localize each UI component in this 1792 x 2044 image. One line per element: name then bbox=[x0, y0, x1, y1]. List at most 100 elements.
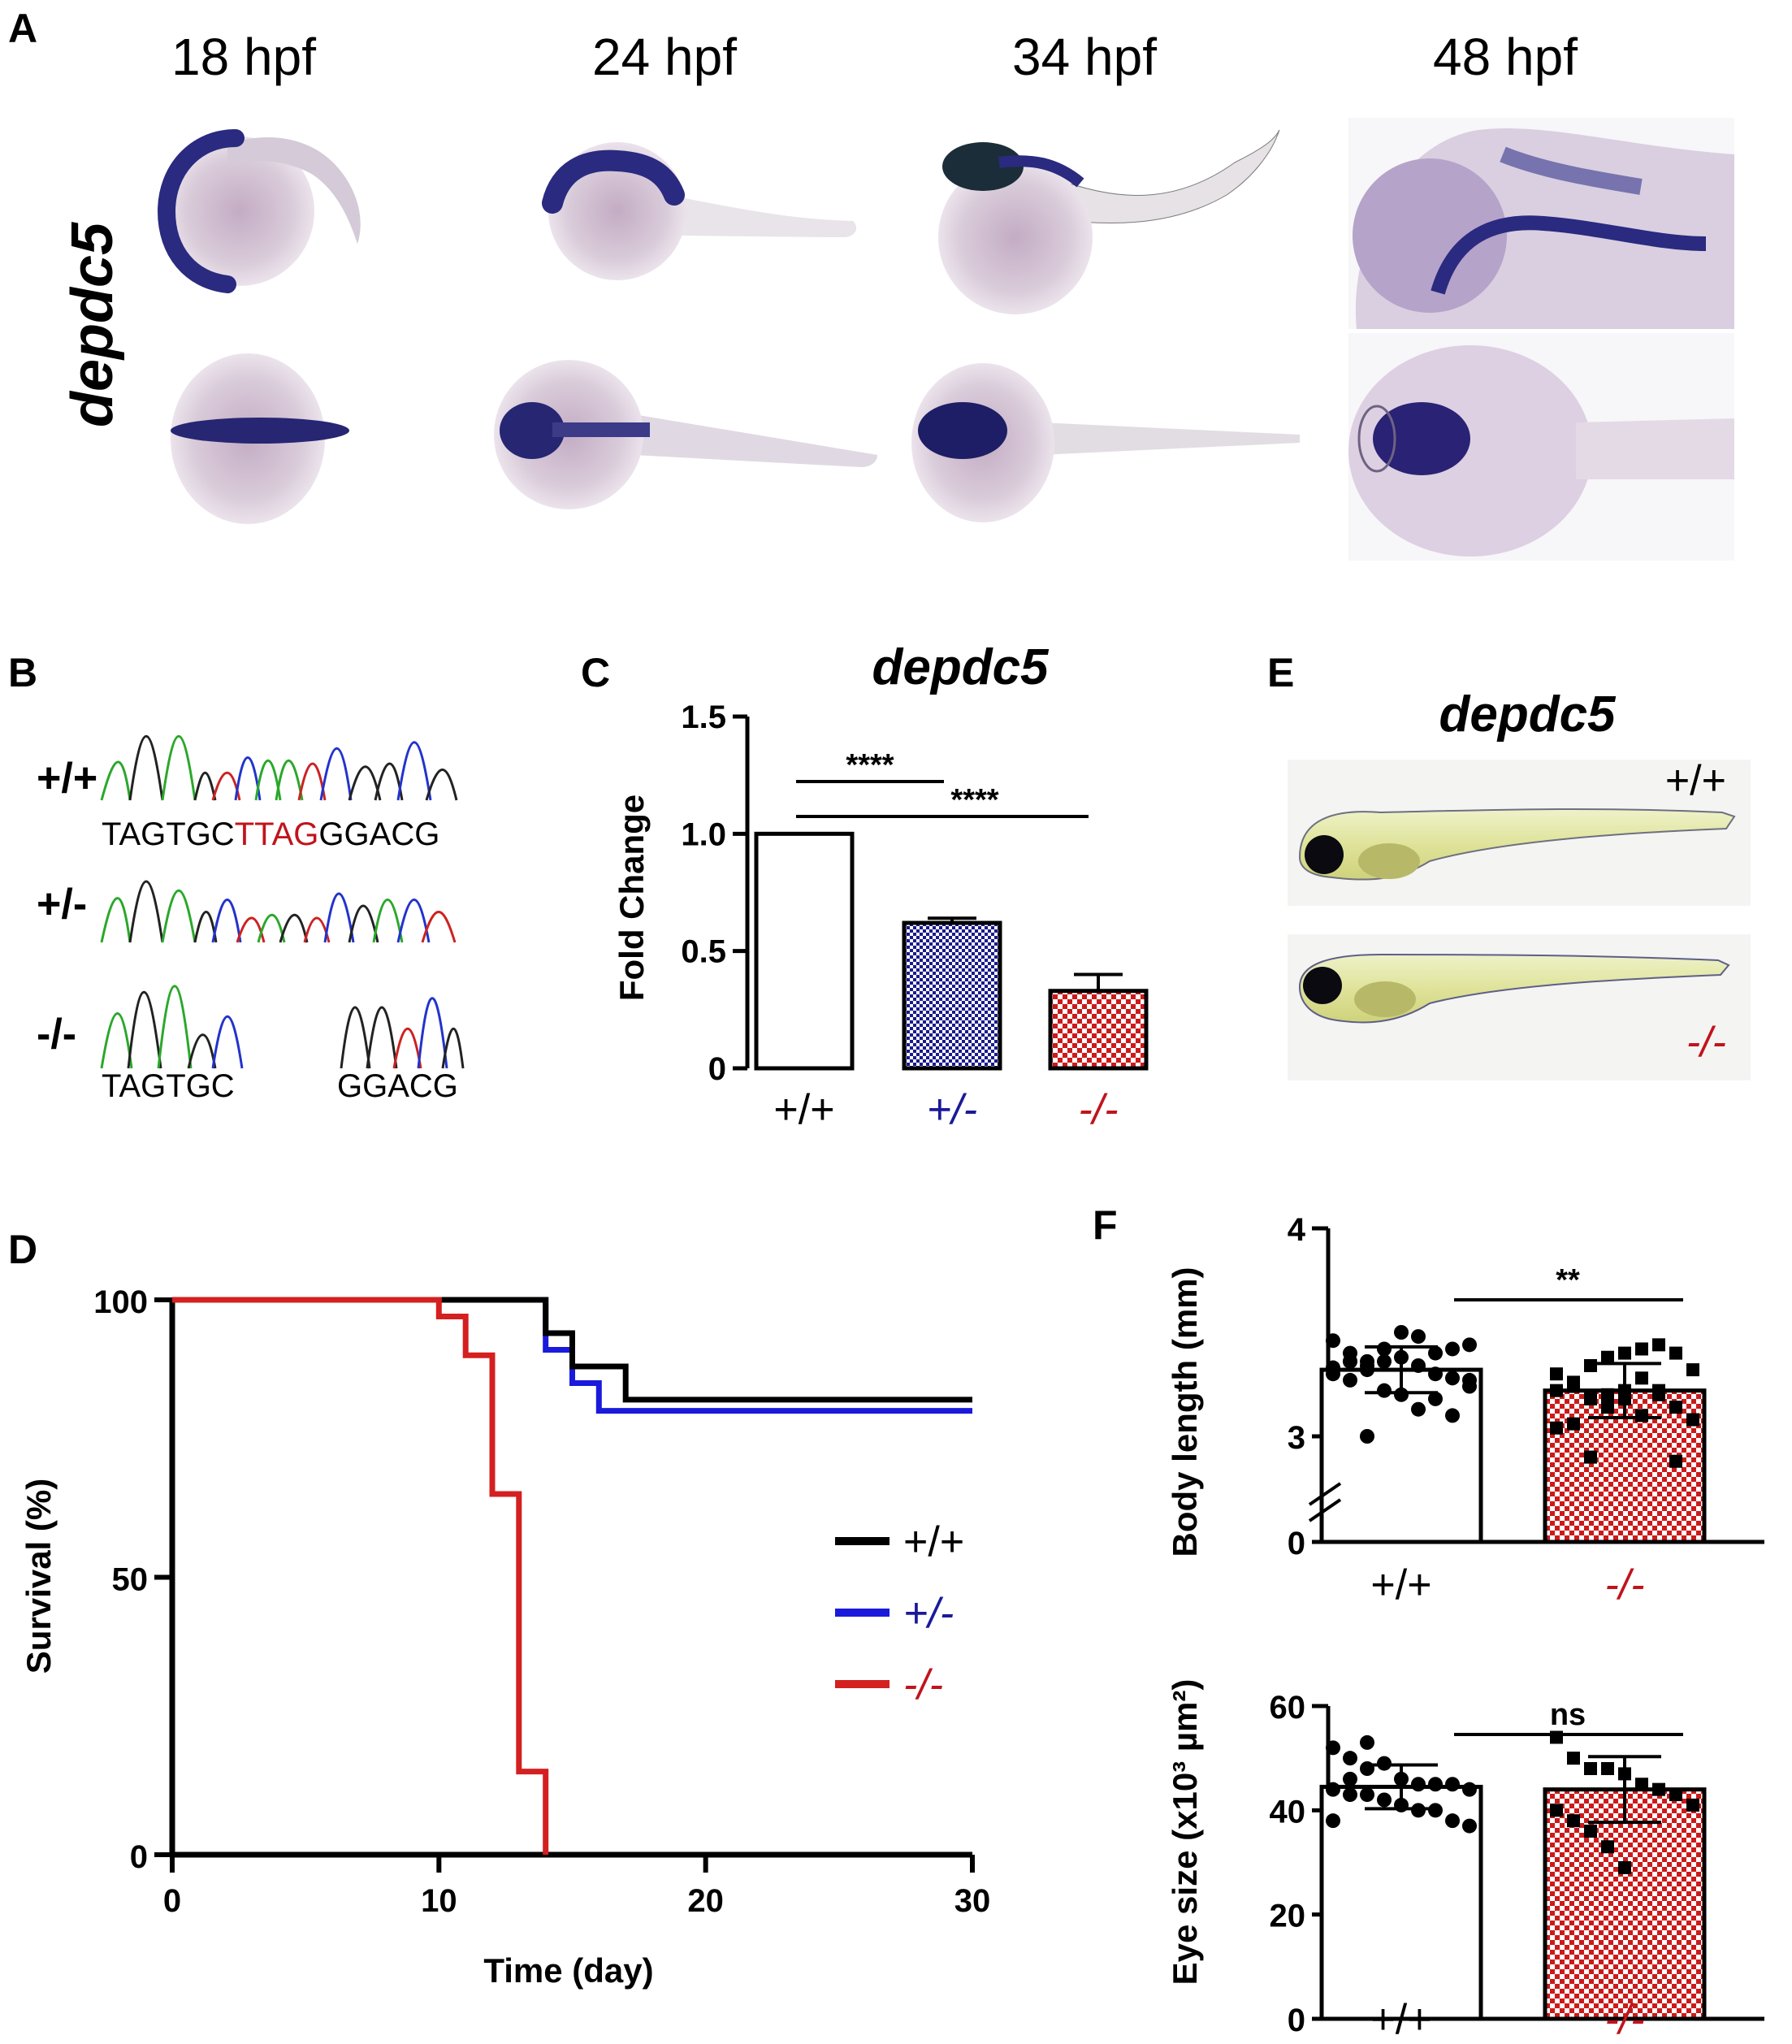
chart-f1-point bbox=[1601, 1401, 1614, 1414]
chart-f2-point bbox=[1669, 1788, 1682, 1802]
chart-f2-point bbox=[1411, 1803, 1426, 1818]
panel-d-chart: D Survival (%) Time (day) 0 10 20 30 0 50 100 +… bbox=[8, 1227, 990, 1990]
genotype-label-wt: +/+ bbox=[37, 755, 97, 802]
chart-c-category-label: +/- bbox=[927, 1086, 977, 1133]
chart-f1-point bbox=[1618, 1346, 1631, 1360]
chart-f2-ylabel: Eye size (x10³ µm²) bbox=[1166, 1679, 1204, 1986]
chart-f2-point bbox=[1360, 1787, 1374, 1803]
chart-f2-point bbox=[1601, 1762, 1614, 1775]
chart-f2-point bbox=[1445, 1777, 1460, 1792]
sequence-wt: TAGTGCTTAGGGACG bbox=[102, 816, 439, 852]
embryo-34hpf-dorsal bbox=[911, 363, 1300, 522]
chart-f2-point bbox=[1584, 1825, 1597, 1838]
chart-c-bar bbox=[902, 920, 1002, 1071]
embryo-24hpf-lateral bbox=[542, 142, 857, 280]
chart-f2-point bbox=[1428, 1803, 1443, 1818]
chart-d-xtick-label: 20 bbox=[687, 1883, 724, 1919]
chart-f1-point bbox=[1343, 1372, 1357, 1388]
chart-d-legend-label: -/- bbox=[903, 1661, 943, 1708]
chart-f2-point bbox=[1635, 1778, 1648, 1791]
chart-c-ytick-label: 0 bbox=[708, 1051, 726, 1087]
chart-f1-point bbox=[1360, 1429, 1374, 1444]
chart-f1-ytick-label: 4 bbox=[1288, 1212, 1306, 1248]
stage-label-48hpf: 48 hpf bbox=[1433, 28, 1578, 86]
chart-c-category-label: -/- bbox=[1078, 1086, 1118, 1133]
chart-f1-point bbox=[1428, 1366, 1443, 1382]
chart-f1-point bbox=[1411, 1329, 1426, 1345]
chart-f1-axis-break-mark bbox=[1308, 1498, 1342, 1522]
chromatogram-hom bbox=[100, 985, 465, 1069]
chart-d-ytick-label: 100 bbox=[93, 1284, 148, 1320]
chart-f2-category-label: +/+ bbox=[1370, 1996, 1431, 2043]
embryo-34hpf-lateral bbox=[938, 129, 1280, 314]
chart-f2-point bbox=[1550, 1804, 1563, 1817]
chart-f1-point bbox=[1462, 1379, 1477, 1394]
chart-f1-point bbox=[1584, 1450, 1597, 1464]
panel-c-letter: C bbox=[581, 650, 610, 695]
stage-label-24hpf: 24 hpf bbox=[592, 28, 737, 86]
chart-f1-ylabel: Body length (mm) bbox=[1166, 1267, 1204, 1557]
chart-d-xtick-label: 10 bbox=[421, 1883, 457, 1919]
panel-b: B +/+ TAGTGCTTAGGGACG +/- bbox=[8, 650, 465, 1104]
genotype-label-het: +/- bbox=[37, 881, 87, 928]
chart-f2-point bbox=[1326, 1740, 1340, 1756]
chromatogram-het bbox=[100, 880, 457, 943]
chart-f1-point bbox=[1445, 1408, 1460, 1423]
stage-label-18hpf: 18 hpf bbox=[171, 28, 316, 86]
chart-f1-point bbox=[1686, 1413, 1699, 1427]
chart-f2-bar bbox=[1543, 1787, 1707, 2021]
panel-b-letter: B bbox=[8, 650, 37, 695]
chart-f1-category-label: -/- bbox=[1604, 1561, 1644, 1609]
chart-f1-significance-label: ** bbox=[1556, 1263, 1580, 1297]
panel-a-letter: A bbox=[8, 6, 37, 51]
embryo-48hpf-lateral bbox=[1348, 118, 1734, 329]
chart-f2-point bbox=[1394, 1797, 1409, 1812]
chart-f2-point bbox=[1394, 1771, 1409, 1786]
chart-f1-point bbox=[1635, 1409, 1648, 1423]
chart-d-series-line bbox=[172, 1297, 549, 1855]
sequence-hom-right: GGACG bbox=[337, 1068, 458, 1104]
chart-f2-point bbox=[1360, 1761, 1374, 1776]
chart-f2-point bbox=[1462, 1782, 1477, 1797]
chart-c-bar bbox=[1048, 989, 1149, 1071]
panel-f-eye-size-chart: Eye size (x10³ µm²) 0 20 40 60 +/+ -/- ns bbox=[1166, 1679, 1764, 2043]
chart-f1-point bbox=[1394, 1387, 1409, 1402]
chart-f1-point bbox=[1445, 1371, 1460, 1386]
chart-f2-point bbox=[1686, 1798, 1699, 1812]
chart-f1-point bbox=[1462, 1337, 1477, 1353]
panel-f-body-length-chart: F Body length (mm) 0 3 4 +/+ -/- ** bbox=[1093, 1202, 1764, 1609]
genotype-label-hom: -/- bbox=[37, 1011, 76, 1058]
larva-mutant: -/- bbox=[1288, 934, 1751, 1080]
chart-f1-point bbox=[1669, 1346, 1682, 1360]
chart-f2-point bbox=[1377, 1756, 1392, 1771]
chart-f2-ytick-label: 60 bbox=[1270, 1690, 1306, 1726]
chart-f2-point bbox=[1343, 1787, 1357, 1803]
chart-f1-point bbox=[1635, 1371, 1648, 1385]
chart-f1-point bbox=[1326, 1333, 1340, 1349]
chart-f1-point bbox=[1567, 1379, 1580, 1393]
chart-f2-point bbox=[1326, 1782, 1340, 1797]
panel-e: E depdc5 +/+ -/- bbox=[1267, 650, 1751, 1080]
chart-f2-point bbox=[1618, 1860, 1631, 1874]
chart-f2-point bbox=[1377, 1792, 1392, 1808]
larva-label-wt: +/+ bbox=[1665, 757, 1726, 804]
embryo-18hpf-lateral bbox=[157, 129, 361, 293]
chart-f1-point bbox=[1584, 1392, 1597, 1405]
chart-d-ytick-label: 50 bbox=[112, 1562, 149, 1598]
chart-f1-point bbox=[1394, 1349, 1409, 1365]
chart-f2-point bbox=[1462, 1818, 1477, 1834]
chart-f1-ytick-label: 3 bbox=[1288, 1420, 1305, 1456]
chart-c-ytick-label: 1.0 bbox=[681, 816, 726, 852]
larva-wildtype: +/+ bbox=[1288, 757, 1751, 906]
chart-f2-ytick-label: 0 bbox=[1288, 2003, 1305, 2038]
panel-e-gene-label: depdc5 bbox=[1439, 686, 1617, 743]
chart-f1-point bbox=[1567, 1417, 1580, 1431]
chart-f2-point bbox=[1567, 1814, 1580, 1828]
chart-f1-point bbox=[1584, 1358, 1597, 1372]
chart-f1-point bbox=[1377, 1383, 1392, 1398]
chart-f1-point bbox=[1652, 1338, 1665, 1352]
chart-f1-point bbox=[1343, 1353, 1357, 1369]
chart-f1-point bbox=[1550, 1367, 1563, 1381]
panel-a: A 18 hpf 24 hpf 34 hpf 48 hpf depdc5 bbox=[8, 6, 1734, 561]
chart-f1-point bbox=[1428, 1391, 1443, 1406]
